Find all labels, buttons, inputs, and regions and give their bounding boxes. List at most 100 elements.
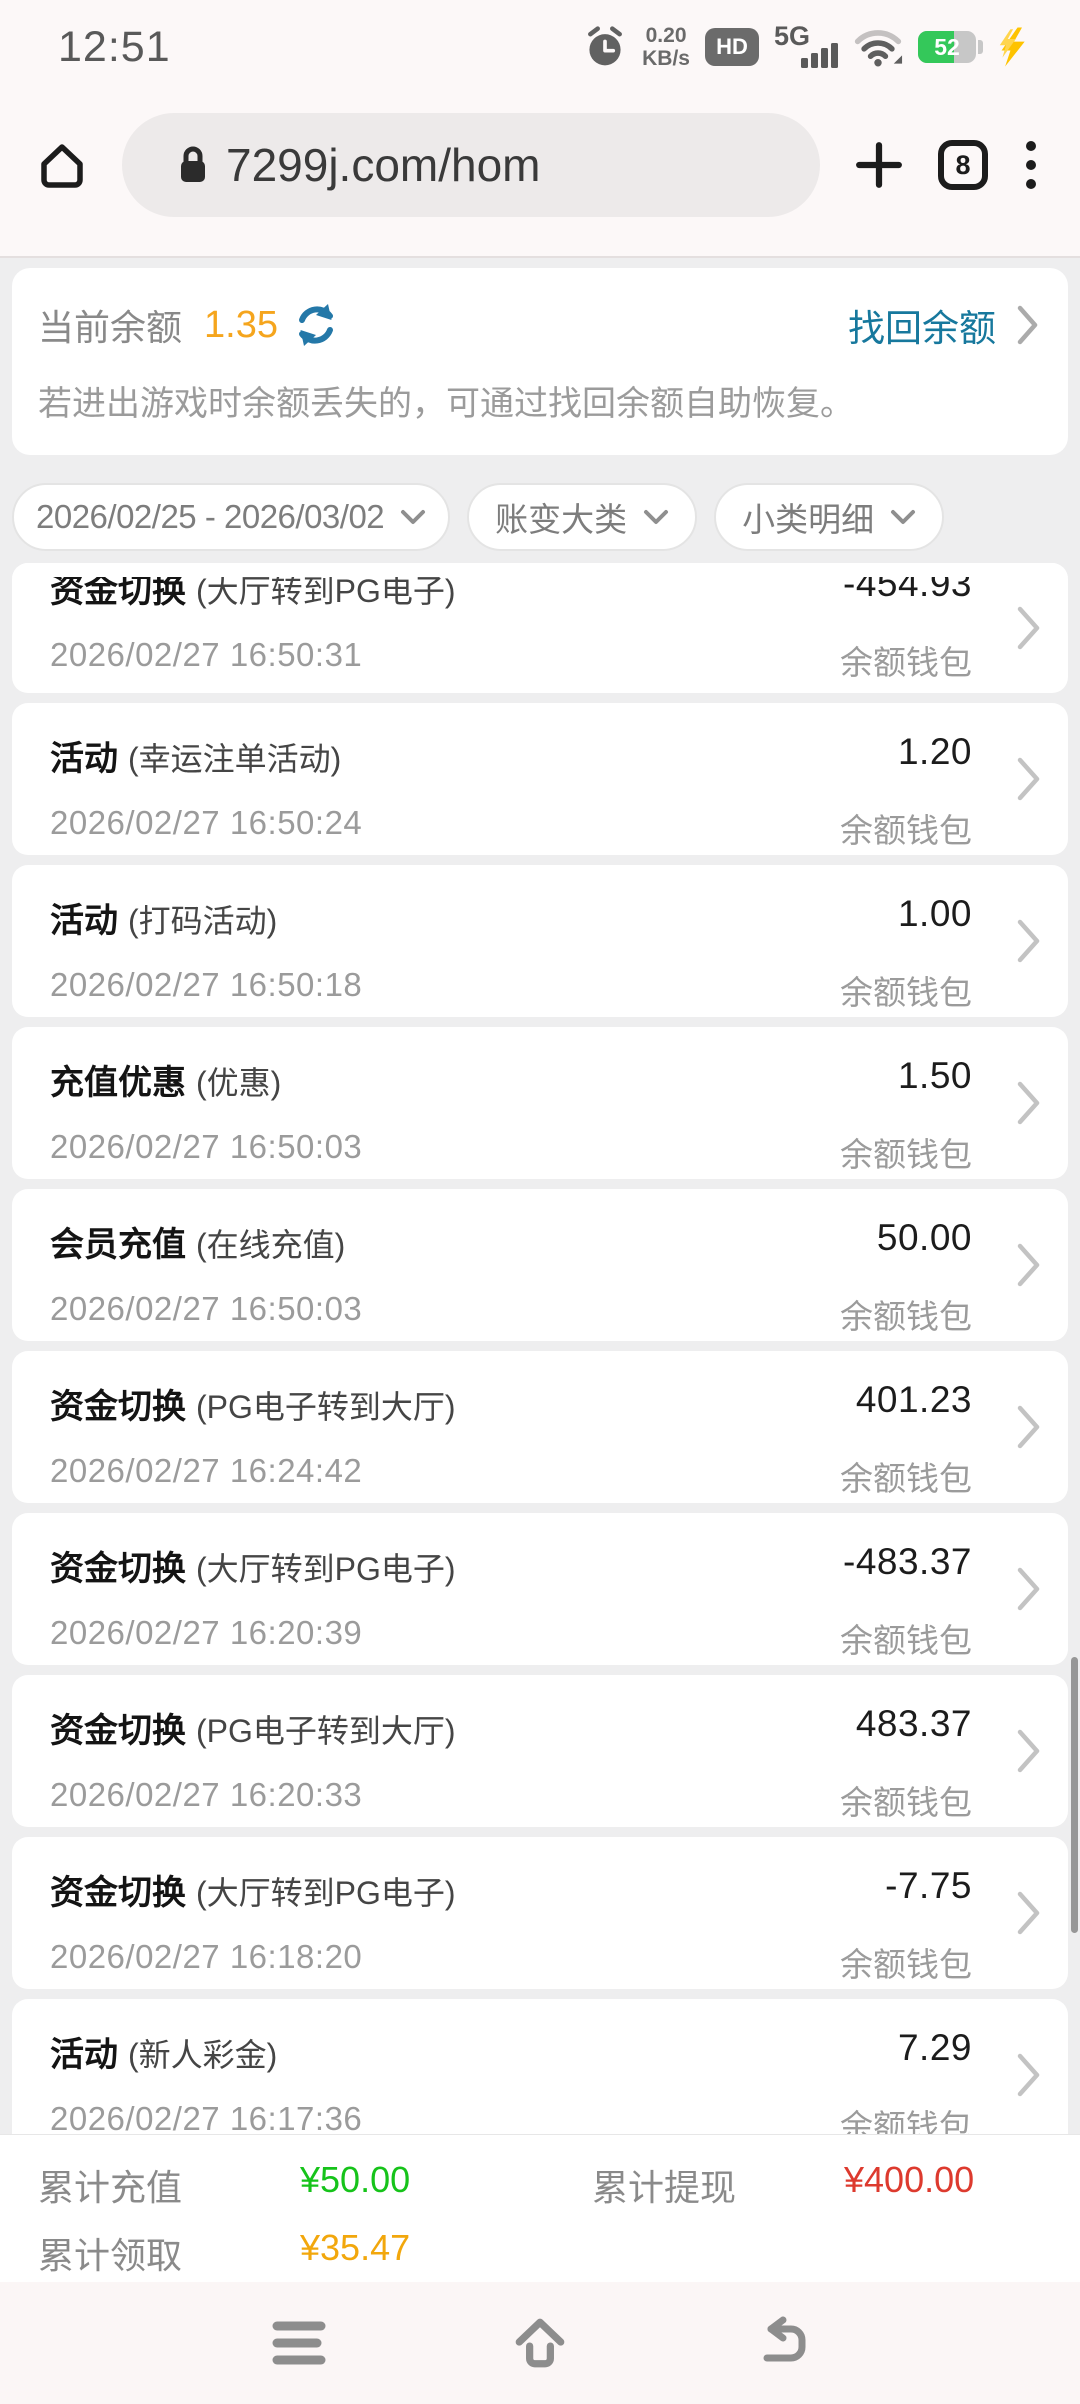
- transaction-title: 资金切换: [50, 1712, 186, 1750]
- transaction-row[interactable]: 资金切换 (大厅转到PG电子) -7.75 2026/02/27 16:18:20…: [12, 1837, 1068, 1989]
- refresh-balance-icon[interactable]: [294, 303, 338, 347]
- date-range-filter[interactable]: 2026/02/25 - 2026/03/02: [12, 483, 451, 551]
- transaction-subtitle: (大厅转到PG电子): [196, 1551, 456, 1587]
- alarm-icon: [583, 25, 627, 69]
- total-claim-label: 累计领取: [38, 2235, 183, 2276]
- transaction-title: 活动: [50, 740, 118, 778]
- recents-button[interactable]: [271, 2320, 327, 2366]
- home-button[interactable]: [511, 2314, 569, 2372]
- current-balance-value: 1.35: [204, 303, 278, 346]
- chevron-right-icon: [1016, 2052, 1042, 2098]
- transaction-title: 资金切换: [50, 572, 186, 610]
- transaction-title: 充值优惠: [50, 1064, 186, 1102]
- recover-balance-link[interactable]: 找回余额: [848, 308, 996, 349]
- transaction-amount: 401.23: [855, 1379, 972, 1420]
- lock-icon: [178, 145, 208, 185]
- transaction-subtitle: (在线充值): [196, 1227, 346, 1263]
- transaction-title: 会员充值: [50, 1226, 186, 1264]
- charging-bolt-icon: [998, 27, 1030, 67]
- transaction-row[interactable]: 活动 (新人彩金) 7.29 2026/02/27 16:17:36 余额钱包: [12, 1999, 1068, 2151]
- transaction-amount: 7.29: [897, 2027, 972, 2068]
- filter-bar: 2026/02/25 - 2026/03/02 账变大类 小类明细: [12, 483, 1068, 551]
- total-deposit-value: ¥50.00: [300, 2159, 411, 2200]
- tab-switcher-button[interactable]: 8: [938, 140, 988, 190]
- transaction-datetime: 2026/02/27 16:17:36: [50, 2100, 363, 2137]
- transaction-wallet: 余额钱包: [840, 1622, 972, 1659]
- transaction-datetime: 2026/02/27 16:18:20: [50, 1938, 363, 1975]
- transaction-wallet: 余额钱包: [840, 812, 972, 849]
- transaction-title: 资金切换: [50, 1388, 186, 1426]
- status-bar: 12:51 0.20 KB/s HD 5G: [0, 0, 1080, 84]
- balance-hint: 若进出游戏时余额丢失的，可通过找回余额自助恢复。: [38, 385, 854, 423]
- transaction-row[interactable]: 充值优惠 (优惠) 1.50 2026/02/27 16:50:03 余额钱包: [12, 1027, 1068, 1179]
- chevron-right-icon: [1016, 1890, 1042, 1936]
- major-category-filter[interactable]: 账变大类: [467, 483, 698, 551]
- battery-percent: 52: [934, 33, 960, 60]
- transaction-subtitle: (幸运注单活动): [128, 741, 342, 777]
- transaction-subtitle: (PG电子转到大厅): [196, 1389, 456, 1425]
- transaction-list: 资金切换 (大厅转到PG电子) -454.93 2026/02/27 16:50:…: [0, 563, 1080, 2173]
- transaction-title: 活动: [50, 2036, 118, 2074]
- battery-indicator: 52: [918, 31, 983, 63]
- chevron-right-icon: [1016, 1080, 1042, 1126]
- transaction-row[interactable]: 资金切换 (PG电子转到大厅) 401.23 2026/02/27 16:24:4…: [12, 1351, 1068, 1503]
- transaction-row[interactable]: 资金切换 (大厅转到PG电子) -454.93 2026/02/27 16:50:…: [12, 563, 1068, 693]
- chevron-right-icon: [1016, 1728, 1042, 1774]
- chevron-right-icon: [1016, 605, 1042, 651]
- transaction-amount: -454.93: [843, 563, 972, 604]
- chevron-right-icon: [1016, 756, 1042, 802]
- minor-category-filter[interactable]: 小类明细: [714, 483, 945, 551]
- hd-icon: HD: [705, 28, 759, 66]
- signal-5g-icon: 5G: [774, 21, 838, 70]
- back-button[interactable]: [753, 2315, 809, 2371]
- transaction-row[interactable]: 活动 (打码活动) 1.00 2026/02/27 16:50:18 余额钱包: [12, 865, 1068, 1017]
- battery-icon: 52: [918, 31, 976, 63]
- recover-chevron-icon: [1016, 304, 1040, 346]
- chevron-right-icon: [1016, 918, 1042, 964]
- transaction-title: 活动: [50, 902, 118, 940]
- transaction-datetime: 2026/02/27 16:50:18: [50, 966, 363, 1003]
- transaction-wallet: 余额钱包: [840, 1946, 972, 1983]
- transaction-row[interactable]: 资金切换 (PG电子转到大厅) 483.37 2026/02/27 16:20:3…: [12, 1675, 1068, 1827]
- new-tab-button[interactable]: [854, 140, 904, 190]
- transaction-subtitle: (新人彩金): [128, 2037, 278, 2073]
- transaction-subtitle: (大厅转到PG电子): [196, 573, 456, 609]
- transaction-amount: 1.50: [897, 1055, 972, 1096]
- transaction-amount: 1.00: [897, 893, 972, 934]
- transaction-wallet: 余额钱包: [840, 644, 972, 681]
- transaction-datetime: 2026/02/27 16:50:31: [50, 636, 363, 673]
- transaction-amount: 483.37: [855, 1703, 972, 1744]
- balance-card: 当前余额 1.35 找回余额 若进出游戏时余额丢失的，可通过找回余额自助恢复。: [12, 268, 1068, 455]
- transaction-amount: -483.37: [843, 1541, 972, 1582]
- total-withdraw-label: 累计提现: [592, 2167, 737, 2208]
- current-balance-label: 当前余额: [38, 307, 183, 348]
- transaction-amount: 1.20: [897, 731, 972, 772]
- url-text: 7299j.com/hom: [226, 139, 541, 191]
- scrollbar-thumb[interactable]: [1071, 1657, 1078, 1933]
- chevron-right-icon: [1016, 1404, 1042, 1450]
- transaction-datetime: 2026/02/27 16:20:39: [50, 1614, 363, 1651]
- browser-home-button[interactable]: [36, 139, 88, 191]
- total-claim-value: ¥35.47: [300, 2227, 411, 2268]
- transaction-datetime: 2026/02/27 16:50:24: [50, 804, 363, 841]
- network-speed: 0.20 KB/s: [642, 24, 690, 70]
- totals-summary: 累计充值 ¥50.00 累计提现 ¥400.00 累计领取 ¥35.47: [0, 2134, 1080, 2282]
- browser-menu-button[interactable]: [1022, 137, 1040, 193]
- transaction-wallet: 余额钱包: [840, 974, 972, 1011]
- transaction-row[interactable]: 活动 (幸运注单活动) 1.20 2026/02/27 16:50:24 余额钱包: [12, 703, 1068, 855]
- transaction-wallet: 余额钱包: [840, 1298, 972, 1335]
- clock-time: 12:51: [58, 22, 171, 71]
- transaction-subtitle: (大厅转到PG电子): [196, 1875, 456, 1911]
- transaction-datetime: 2026/02/27 16:20:33: [50, 1776, 363, 1813]
- transaction-subtitle: (优惠): [196, 1065, 282, 1101]
- transaction-wallet: 余额钱包: [840, 1784, 972, 1821]
- transaction-title: 资金切换: [50, 1550, 186, 1588]
- address-bar[interactable]: 7299j.com/hom: [122, 113, 820, 217]
- transaction-row[interactable]: 资金切换 (大厅转到PG电子) -483.37 2026/02/27 16:20:…: [12, 1513, 1068, 1665]
- transaction-amount: 50.00: [876, 1217, 972, 1258]
- system-navbar: [0, 2282, 1080, 2404]
- transaction-row[interactable]: 会员充值 (在线充值) 50.00 2026/02/27 16:50:03 余额钱…: [12, 1189, 1068, 1341]
- status-icons: 0.20 KB/s HD 5G 52: [583, 21, 1030, 70]
- transaction-subtitle: (打码活动): [128, 903, 278, 939]
- wifi-icon: [853, 25, 903, 69]
